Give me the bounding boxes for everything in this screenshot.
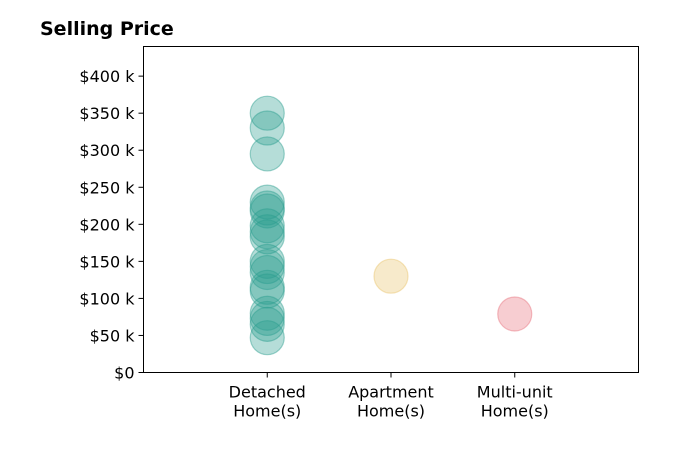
data-point: [249, 219, 285, 255]
data-point: [249, 306, 285, 342]
data-point: [249, 214, 285, 250]
data-point: [249, 110, 285, 146]
data-point: [249, 208, 285, 244]
data-point: [249, 320, 285, 356]
data-point: [373, 258, 409, 294]
data-point: [249, 184, 285, 220]
data-point: [249, 136, 285, 172]
data-points: [249, 95, 533, 356]
x-tick-label: Detached Home(s): [229, 383, 306, 421]
data-point: [497, 296, 533, 332]
y-tick-label: $350 k: [79, 104, 135, 123]
data-point: [249, 243, 285, 279]
data-point: [249, 295, 285, 331]
data-point: [249, 273, 285, 309]
data-point: [249, 269, 285, 305]
y-tick-label: $150 k: [79, 252, 135, 271]
data-point: [249, 254, 285, 291]
y-tick-label: $100 k: [79, 289, 135, 308]
data-point: [249, 300, 285, 337]
data-point: [249, 193, 285, 229]
chart-title: Selling Price: [40, 18, 174, 40]
y-tick-label: $50 k: [90, 326, 136, 345]
data-point: [249, 95, 285, 131]
y-tick-label: $200 k: [79, 215, 135, 234]
x-tick-label: Multi-unit Home(s): [477, 383, 553, 421]
data-point: [249, 190, 285, 226]
y-tick-label: $250 k: [79, 178, 135, 197]
y-tick-label: $400 k: [79, 67, 135, 86]
data-point: [249, 248, 285, 285]
y-axis: $0 $50 k $100 k $150 k $200 k $250 k $300 k $35…: [79, 67, 144, 383]
x-tick-label: Apartment Home(s): [348, 383, 434, 421]
y-tick-label: $300 k: [79, 141, 135, 160]
x-axis: Detached Home(s) Apartment Home(s) Multi-uni…: [229, 372, 553, 421]
plot-frame: [143, 46, 639, 373]
y-tick-label: $0: [114, 364, 134, 383]
